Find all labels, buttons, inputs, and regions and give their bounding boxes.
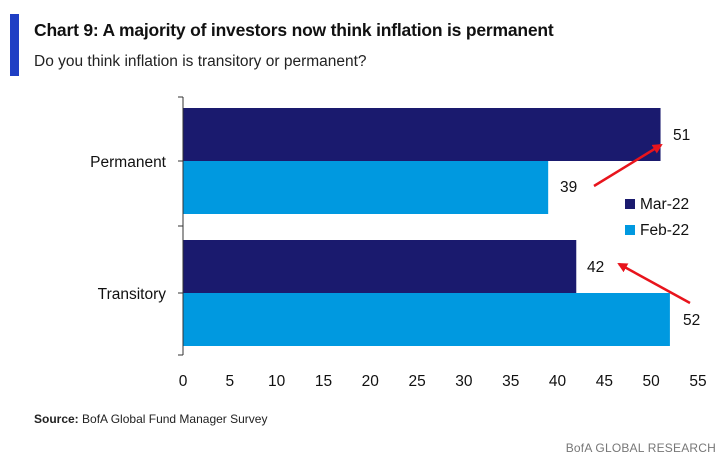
x-tick-label: 0 (179, 373, 188, 390)
source-note: Source: BofA Global Fund Manager Survey (34, 412, 267, 426)
data-label-permanent-mar-22: 51 (673, 127, 690, 144)
x-tick-label: 35 (502, 373, 519, 390)
chart-subtitle: Do you think inflation is transitory or … (34, 53, 367, 70)
category-label-transitory: Transitory (98, 286, 167, 303)
x-tick-label: 15 (315, 373, 332, 390)
bar-transitory-feb-22 (183, 293, 670, 346)
source-label: Source: (34, 412, 79, 426)
data-label-permanent-feb-22: 39 (560, 179, 577, 196)
x-tick-label: 20 (362, 373, 380, 390)
legend-swatch-mar-22 (625, 199, 635, 209)
x-tick-label: 50 (643, 373, 661, 390)
bar-permanent-feb-22 (183, 161, 549, 214)
legend-label-mar-22: Mar-22 (640, 196, 689, 213)
title-accent-bar (10, 14, 19, 76)
bar-transitory-mar-22 (183, 240, 577, 293)
annotation-arrow-permanent (593, 143, 663, 188)
category-label-permanent: Permanent (90, 154, 167, 171)
bar-permanent-mar-22 (183, 108, 661, 161)
data-label-transitory-mar-22: 42 (587, 259, 604, 276)
legend-label-feb-22: Feb-22 (640, 222, 689, 239)
data-label-transitory-feb-22: 52 (683, 312, 700, 329)
chart-title: Chart 9: A majority of investors now thi… (34, 20, 554, 40)
x-tick-label: 30 (455, 373, 473, 390)
legend-swatch-feb-22 (625, 225, 635, 235)
x-tick-label: 55 (689, 373, 706, 390)
source-text: BofA Global Fund Manager Survey (82, 412, 268, 426)
annotation-arrow-transitory (617, 262, 691, 305)
x-tick-label: 40 (549, 373, 567, 390)
brand-footer: BofA GLOBAL RESEARCH (565, 441, 716, 455)
x-tick-label: 10 (268, 373, 286, 390)
x-tick-label: 25 (408, 373, 425, 390)
x-tick-label: 5 (226, 373, 235, 390)
x-tick-label: 45 (596, 373, 613, 390)
